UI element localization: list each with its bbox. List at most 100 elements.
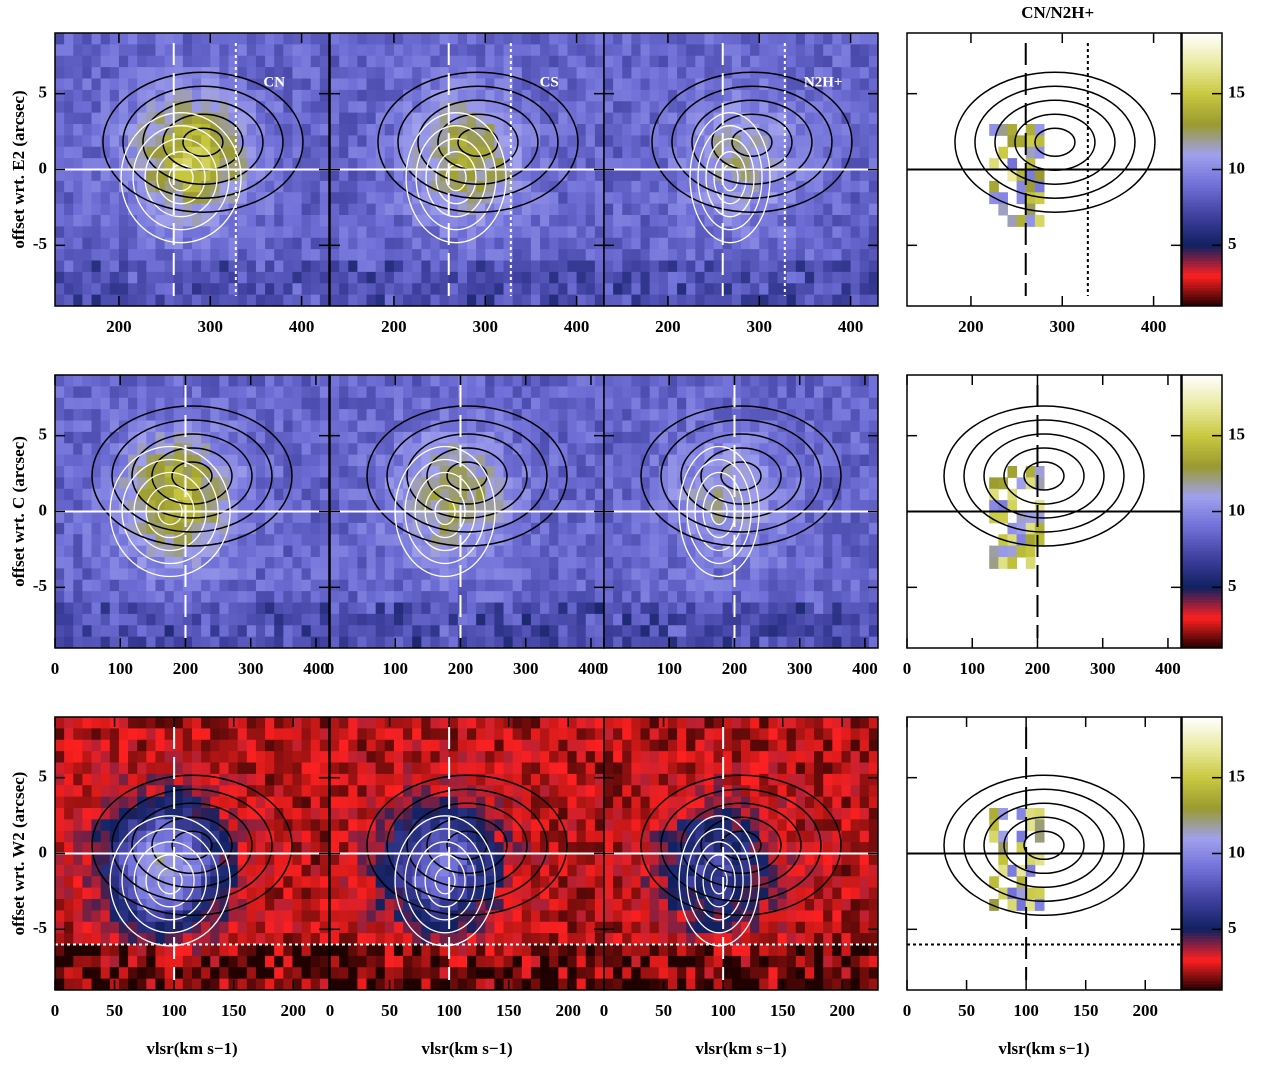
image-cell [375,386,386,399]
image-cell [585,89,596,102]
image-cell [649,226,660,239]
image-cell [439,78,450,91]
image-cell [494,500,505,512]
image-cell [357,226,368,239]
image-cell [549,192,559,205]
image-cell [348,511,358,524]
image-cell [859,454,870,467]
image-cell [439,545,450,558]
image-cell [366,283,377,296]
y-tick-label: 5 [39,425,48,444]
image-cell [850,112,861,125]
image-cell [768,180,779,193]
image-cell [859,192,870,205]
image-cell [421,146,431,159]
image-cell [192,534,202,547]
image-cell [292,534,303,547]
image-cell [457,534,468,547]
image-cell [667,33,678,45]
image-cell [731,55,742,68]
image-cell [375,169,386,182]
image-cell [246,249,257,261]
image-cell [357,33,368,45]
image-cell [375,613,386,626]
image-cell [722,602,733,615]
image-cell [55,146,65,159]
colorbar-cell [1182,230,1222,234]
image-cell [530,488,541,501]
image-cell [430,294,441,307]
image-cell [1007,169,1018,182]
image-cell [841,420,852,433]
image-cell [567,397,578,410]
panel [943,405,1145,569]
image-cell [366,192,377,205]
image-cell [741,124,751,136]
image-cell [201,375,211,387]
image-cell [100,910,111,923]
colorbar-cell [1182,626,1222,631]
colorbar-tick-label: 10 [1228,500,1245,519]
colorbar-cell [1182,142,1222,146]
image-cell [164,545,175,558]
image-cell [219,192,230,205]
image-cell [713,158,724,170]
image-cell [310,67,321,79]
image-cell [73,101,83,114]
image-cell [192,260,202,273]
image-cell [210,375,220,387]
image-cell [832,180,842,193]
image-cell [301,89,312,102]
image-cell [677,294,687,307]
image-cell [640,613,651,626]
image-cell [467,625,477,638]
image-cell [622,409,632,421]
panel-label: CN [263,74,285,90]
image-cell [91,602,102,615]
image-cell [109,534,120,547]
image-cell [82,853,93,866]
image-cell [567,375,578,387]
image-cell [73,978,83,991]
image-cell [339,466,349,478]
image-cell [100,180,111,193]
image-cell [476,466,486,478]
colorbar-cell [1182,614,1222,619]
image-cell [448,409,459,421]
contour [697,125,763,231]
image-cell [722,636,733,649]
image-cell [310,78,321,91]
image-cell [485,180,495,193]
image-cell [503,557,514,569]
image-cell [164,112,175,125]
image-cell [494,397,505,410]
image-cell [722,169,733,182]
image-cell [521,203,532,216]
image-cell [768,124,779,136]
image-cell [494,420,505,433]
image-cell [357,579,368,592]
image-cell [704,375,715,387]
image-cell [467,602,477,615]
image-cell [330,602,340,615]
image-cell [118,226,129,239]
image-cell [494,169,505,182]
image-cell [210,55,220,68]
image-cell [201,397,211,410]
colorbar-cell [1182,114,1222,119]
image-cell [393,591,404,603]
image-cell [476,283,486,296]
image-cell [823,294,833,307]
image-cell [210,203,220,216]
image-cell [677,237,687,250]
colorbar-cell [1182,499,1222,503]
image-cell [73,454,83,467]
image-cell [768,260,779,273]
image-cell [393,89,404,102]
image-cell [91,454,102,467]
image-cell [128,579,138,592]
image-cell [255,294,266,307]
image-cell [192,466,202,478]
colorbar-cell [1182,384,1222,388]
image-cell [109,89,120,102]
